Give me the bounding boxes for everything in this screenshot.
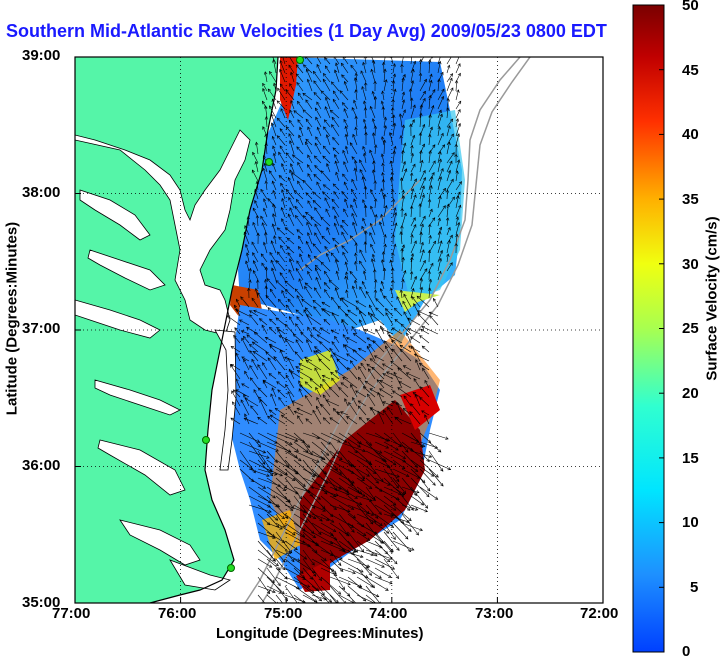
- y-tick-label: 38:00: [22, 184, 60, 201]
- colorbar-tick-label: 25: [682, 320, 699, 337]
- x-axis-title: Longitude (Degrees:Minutes): [216, 625, 424, 642]
- colorbar-tick-label: 50: [682, 0, 699, 14]
- station-dot: [266, 159, 273, 166]
- velocity-arrowhead: [384, 54, 387, 57]
- colorbar-tick-label: 35: [682, 191, 699, 208]
- velocity-arrowhead: [451, 53, 454, 56]
- x-tick-label: 75:00: [264, 605, 302, 622]
- colorbar-tick-label: 30: [682, 256, 699, 273]
- velocity-arrowhead: [369, 52, 372, 55]
- velocity-arrowhead: [358, 606, 361, 609]
- colorbar-tick-label: 40: [682, 126, 699, 143]
- colorbar-title: Surface Velocity (cm/s): [704, 199, 721, 399]
- y-tick-label: 36:00: [22, 457, 60, 474]
- colorbar-tick-label: 10: [682, 514, 699, 531]
- x-tick-label: 76:00: [158, 605, 196, 622]
- x-tick-label: 72:00: [580, 605, 618, 622]
- x-tick-label: 74:00: [369, 605, 407, 622]
- y-tick-label: 39:00: [22, 47, 60, 64]
- velocity-arrowhead: [402, 53, 405, 56]
- station-dot: [297, 57, 304, 64]
- colorbar-tick-label: 45: [682, 62, 699, 79]
- x-tick-label: 77:00: [52, 605, 90, 622]
- y-tick-label: 37:00: [22, 320, 60, 337]
- colorbar-tick-label: 0: [682, 643, 690, 660]
- station-dot: [203, 437, 210, 444]
- velocity-arrowhead: [342, 610, 345, 613]
- velocity-arrowhead: [321, 604, 324, 607]
- station-dot: [228, 565, 235, 572]
- x-tick-label: 73:00: [475, 605, 513, 622]
- velocity-arrowhead: [315, 53, 318, 56]
- colorbar-tick-label: 15: [682, 450, 699, 467]
- velocity-arrowhead: [271, 54, 274, 57]
- y-axis-title: Latitude (Degrees:Minutes): [4, 219, 21, 419]
- velocity-arrowhead: [424, 52, 427, 55]
- colorbar-tick-label: 5: [690, 579, 698, 596]
- velocity-arrowhead: [298, 52, 301, 55]
- colorbar-tick-label: 20: [682, 385, 699, 402]
